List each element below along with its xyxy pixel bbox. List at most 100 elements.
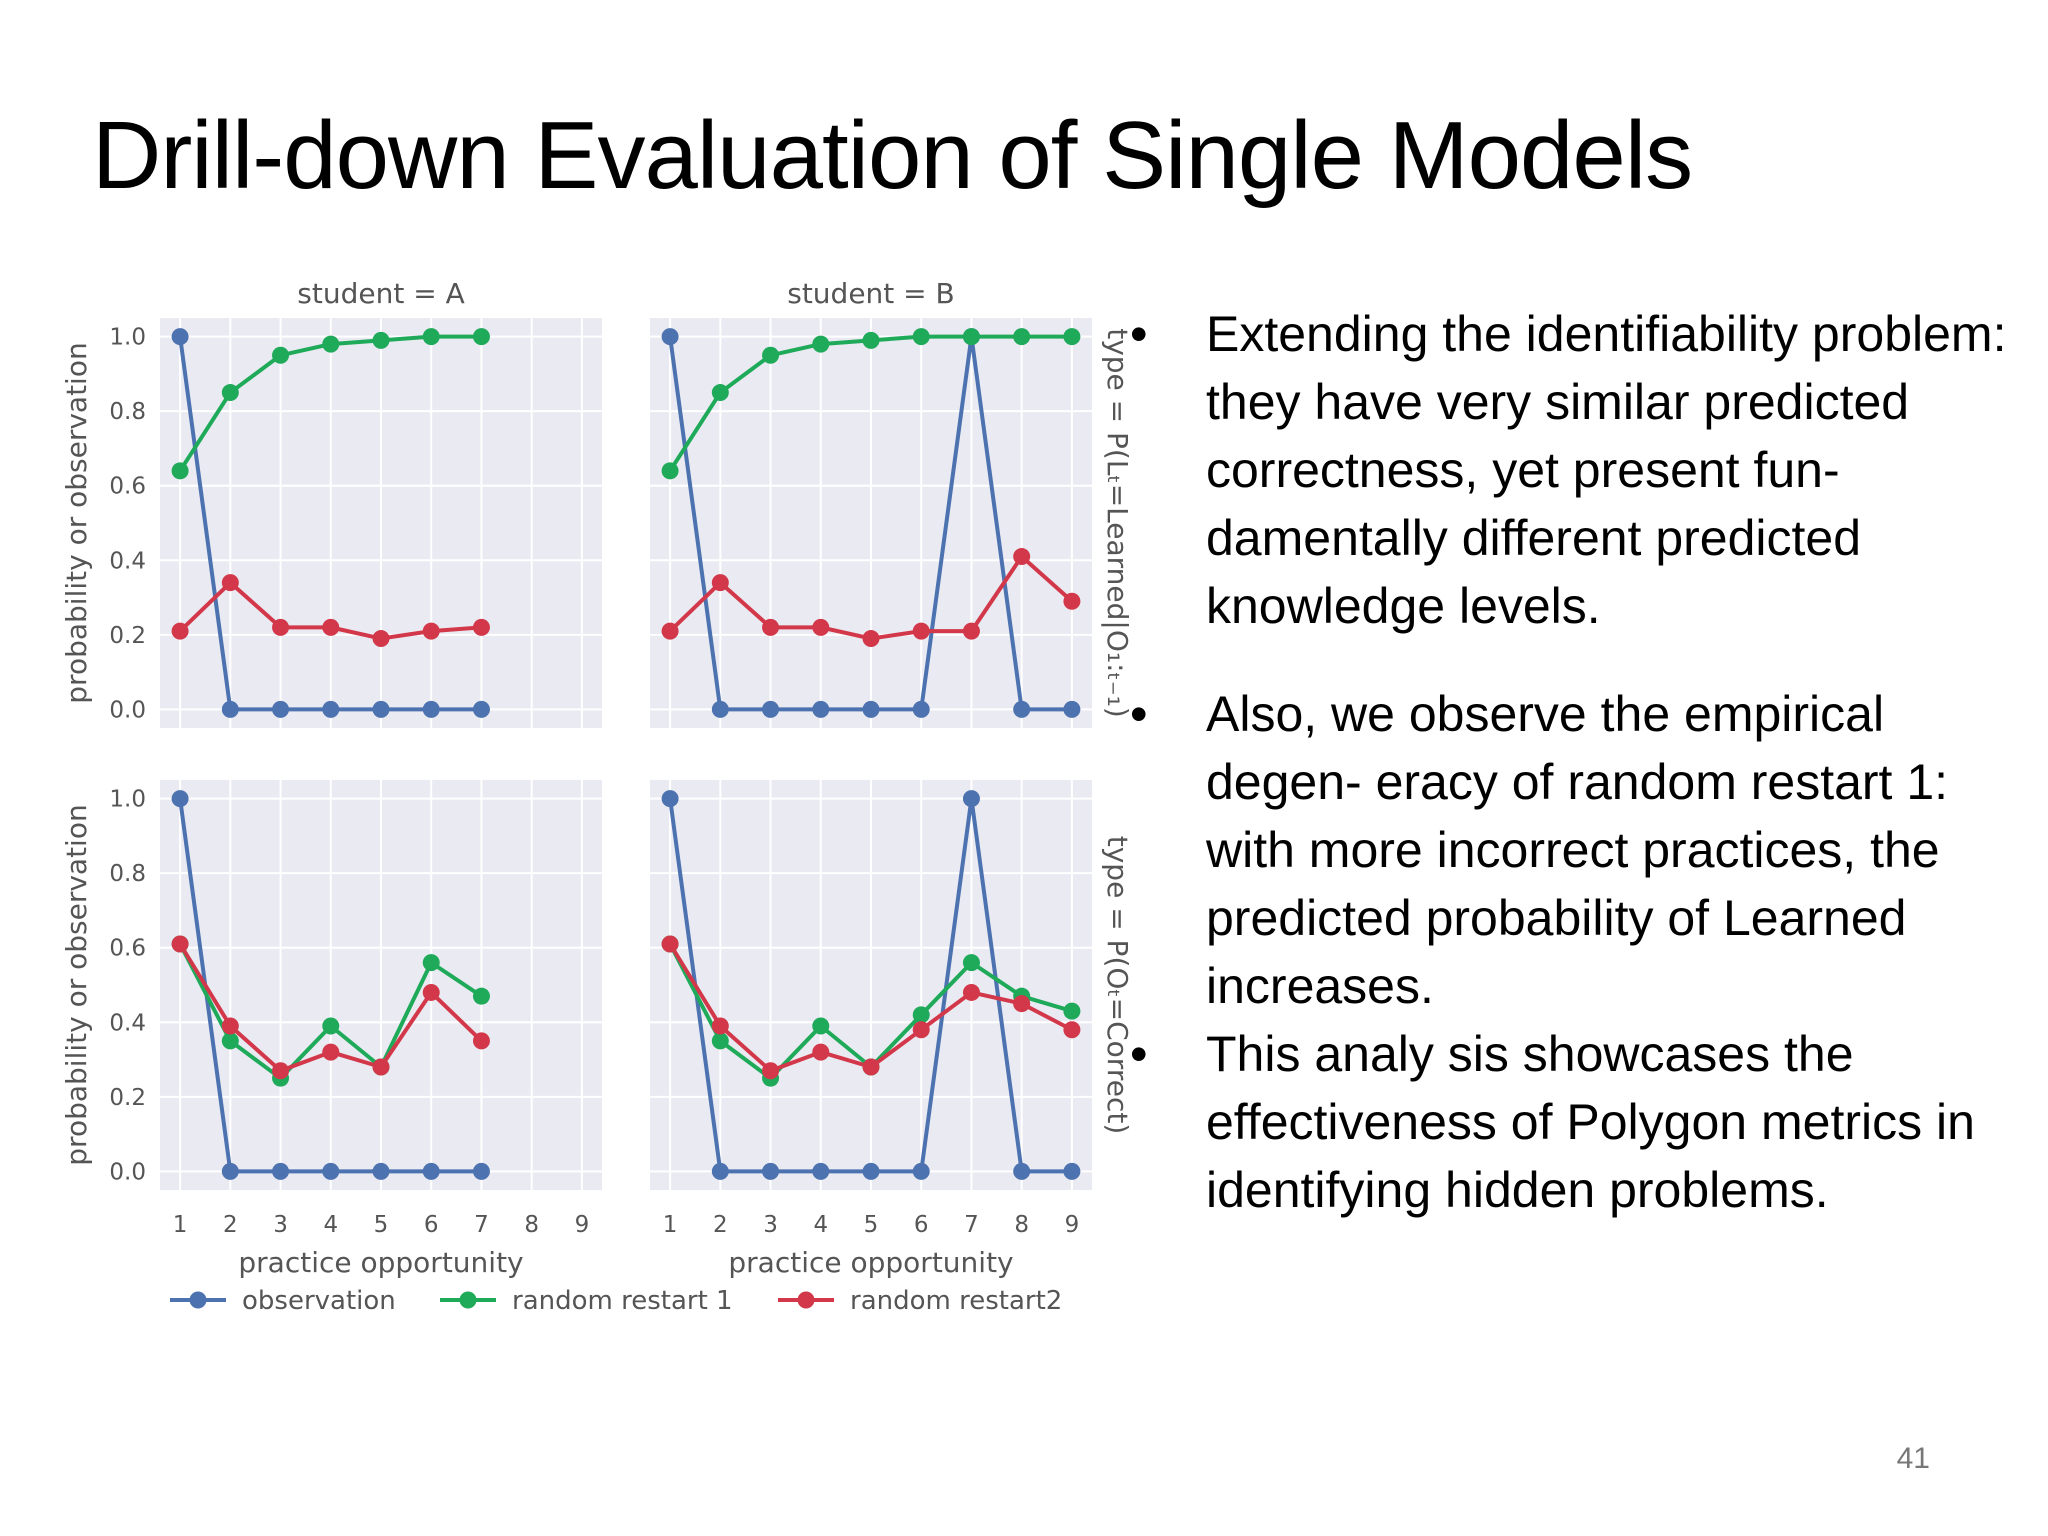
data-point — [711, 1162, 729, 1180]
data-point — [221, 384, 239, 402]
y-tick-label: 0.0 — [109, 697, 146, 723]
data-point — [912, 700, 930, 718]
data-point — [422, 983, 440, 1001]
data-point — [221, 1162, 239, 1180]
data-point — [962, 954, 980, 972]
data-point — [472, 700, 490, 718]
data-point — [472, 1032, 490, 1050]
data-point — [862, 700, 880, 718]
data-point — [1063, 700, 1081, 718]
data-point — [372, 1162, 390, 1180]
legend-label: random restart2 — [850, 1286, 1062, 1316]
data-point — [1063, 1002, 1081, 1020]
y-tick-label: 0.0 — [109, 1159, 146, 1185]
data-point — [1063, 1162, 1081, 1180]
data-point — [372, 630, 390, 648]
data-point — [1063, 592, 1081, 610]
bullet-dot-icon: • — [1130, 686, 1148, 742]
data-point — [661, 935, 679, 953]
legend-marker — [459, 1291, 477, 1309]
facet-column-title: student = A — [297, 277, 464, 310]
data-point — [1013, 1162, 1031, 1180]
y-tick-label: 0.2 — [109, 1085, 146, 1111]
data-point — [171, 790, 189, 808]
bullet-item: • Extending the identifiability problem:… — [1130, 300, 2030, 640]
data-point — [762, 618, 780, 636]
y-tick-label: 0.2 — [109, 623, 146, 649]
x-tick-label: 7 — [474, 1212, 489, 1238]
data-point — [862, 1162, 880, 1180]
x-tick-label: 3 — [763, 1212, 778, 1238]
data-point — [221, 700, 239, 718]
data-point — [322, 1162, 340, 1180]
data-point — [272, 1162, 290, 1180]
data-point — [711, 574, 729, 592]
data-point — [322, 700, 340, 718]
legend-marker — [189, 1291, 207, 1309]
bullet-text: This analy sis showcases the effectivene… — [1206, 1026, 1975, 1218]
data-point — [862, 331, 880, 349]
data-point — [912, 1006, 930, 1024]
page-number: 41 — [1896, 1442, 1930, 1475]
data-point — [1063, 1021, 1081, 1039]
y-tick-label: 1.0 — [109, 787, 146, 813]
data-point — [912, 622, 930, 640]
bullet-text: Also, we observe the empirical degen- er… — [1206, 686, 1949, 1014]
slide-title: Drill-down Evaluation of Single Models — [92, 102, 1693, 209]
data-point — [711, 700, 729, 718]
data-point — [272, 346, 290, 364]
data-point — [221, 1017, 239, 1035]
x-axis-label: practice opportunity — [728, 1246, 1013, 1279]
y-axis-label: probability or observation — [60, 804, 93, 1165]
y-tick-label: 0.8 — [109, 861, 146, 887]
y-tick-label: 0.8 — [109, 399, 146, 425]
data-point — [962, 790, 980, 808]
bullet-item: • This analy sis showcases the effective… — [1130, 1020, 2030, 1224]
data-point — [762, 700, 780, 718]
data-point — [661, 328, 679, 346]
data-point — [912, 328, 930, 346]
y-tick-label: 0.4 — [109, 1010, 146, 1036]
data-point — [812, 700, 830, 718]
x-tick-label: 9 — [1065, 1212, 1080, 1238]
data-point — [812, 1043, 830, 1061]
chart-panel — [160, 780, 602, 1190]
legend-label: random restart 1 — [512, 1286, 733, 1316]
y-tick-label: 0.4 — [109, 548, 146, 574]
data-point — [372, 1058, 390, 1076]
x-tick-label: 2 — [223, 1212, 238, 1238]
data-point — [661, 622, 679, 640]
facet-row-title: type = P(Oₜ=Correct) — [1101, 836, 1134, 1135]
data-point — [272, 700, 290, 718]
bullet-list: • Extending the identifiability problem:… — [1130, 300, 2030, 1224]
data-point — [962, 983, 980, 1001]
x-tick-label: 1 — [173, 1212, 188, 1238]
data-point — [422, 328, 440, 346]
data-point — [1013, 995, 1031, 1013]
data-point — [1013, 548, 1031, 566]
data-point — [812, 1162, 830, 1180]
bullet-dot-icon: • — [1130, 306, 1148, 362]
bullet-item: • Also, we observe the empirical degen- … — [1130, 680, 2030, 1020]
data-point — [661, 462, 679, 480]
x-tick-label: 8 — [1014, 1212, 1029, 1238]
facet-column-title: student = B — [787, 277, 955, 310]
data-point — [472, 987, 490, 1005]
x-tick-label: 9 — [575, 1212, 590, 1238]
data-point — [322, 1017, 340, 1035]
data-point — [322, 618, 340, 636]
data-point — [422, 1162, 440, 1180]
data-point — [171, 935, 189, 953]
data-point — [171, 328, 189, 346]
legend-label: observation — [242, 1286, 396, 1316]
data-point — [1013, 328, 1031, 346]
data-point — [171, 462, 189, 480]
data-point — [962, 328, 980, 346]
x-tick-label: 6 — [914, 1212, 929, 1238]
data-point — [472, 618, 490, 636]
data-point — [812, 335, 830, 353]
data-point — [862, 1058, 880, 1076]
x-tick-label: 5 — [864, 1212, 879, 1238]
data-point — [422, 622, 440, 640]
